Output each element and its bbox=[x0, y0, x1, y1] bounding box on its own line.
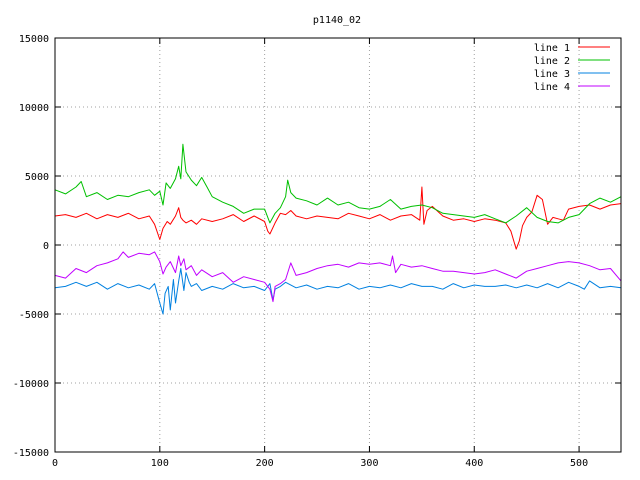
legend-label-1: line 1 bbox=[534, 43, 570, 54]
legend: line 1 line 2 line 3 line 4 bbox=[534, 43, 610, 93]
y-tick-label: 15000 bbox=[19, 34, 49, 45]
x-tick-label: 400 bbox=[465, 458, 483, 469]
series-group bbox=[54, 143, 622, 315]
y-tick-label: -5000 bbox=[19, 310, 49, 321]
y-tick-label: 0 bbox=[43, 241, 49, 252]
x-tick-label: 500 bbox=[570, 458, 588, 469]
series-line-3 bbox=[54, 268, 622, 315]
x-tick-label: 200 bbox=[256, 458, 274, 469]
axis-ticks: 0 100 200 300 400 500 -15000 -10000 -5000 0 5000 10… bbox=[13, 34, 621, 469]
x-tick-label: 0 bbox=[52, 458, 58, 469]
series-line-2 bbox=[54, 143, 622, 224]
y-tick-label: -15000 bbox=[13, 448, 49, 459]
y-tick-label: 5000 bbox=[25, 172, 49, 183]
legend-label-3: line 3 bbox=[534, 69, 570, 80]
series-line-1 bbox=[54, 186, 622, 250]
grid-lines bbox=[55, 38, 621, 452]
chart-title: p1140_02 bbox=[313, 15, 361, 26]
y-tick-label: 10000 bbox=[19, 103, 49, 114]
x-tick-label: 100 bbox=[151, 458, 169, 469]
x-tick-label: 300 bbox=[360, 458, 378, 469]
y-tick-label: -10000 bbox=[13, 379, 49, 390]
legend-label-2: line 2 bbox=[534, 56, 570, 67]
legend-label-4: line 4 bbox=[534, 82, 570, 93]
series-line-4 bbox=[54, 251, 622, 303]
